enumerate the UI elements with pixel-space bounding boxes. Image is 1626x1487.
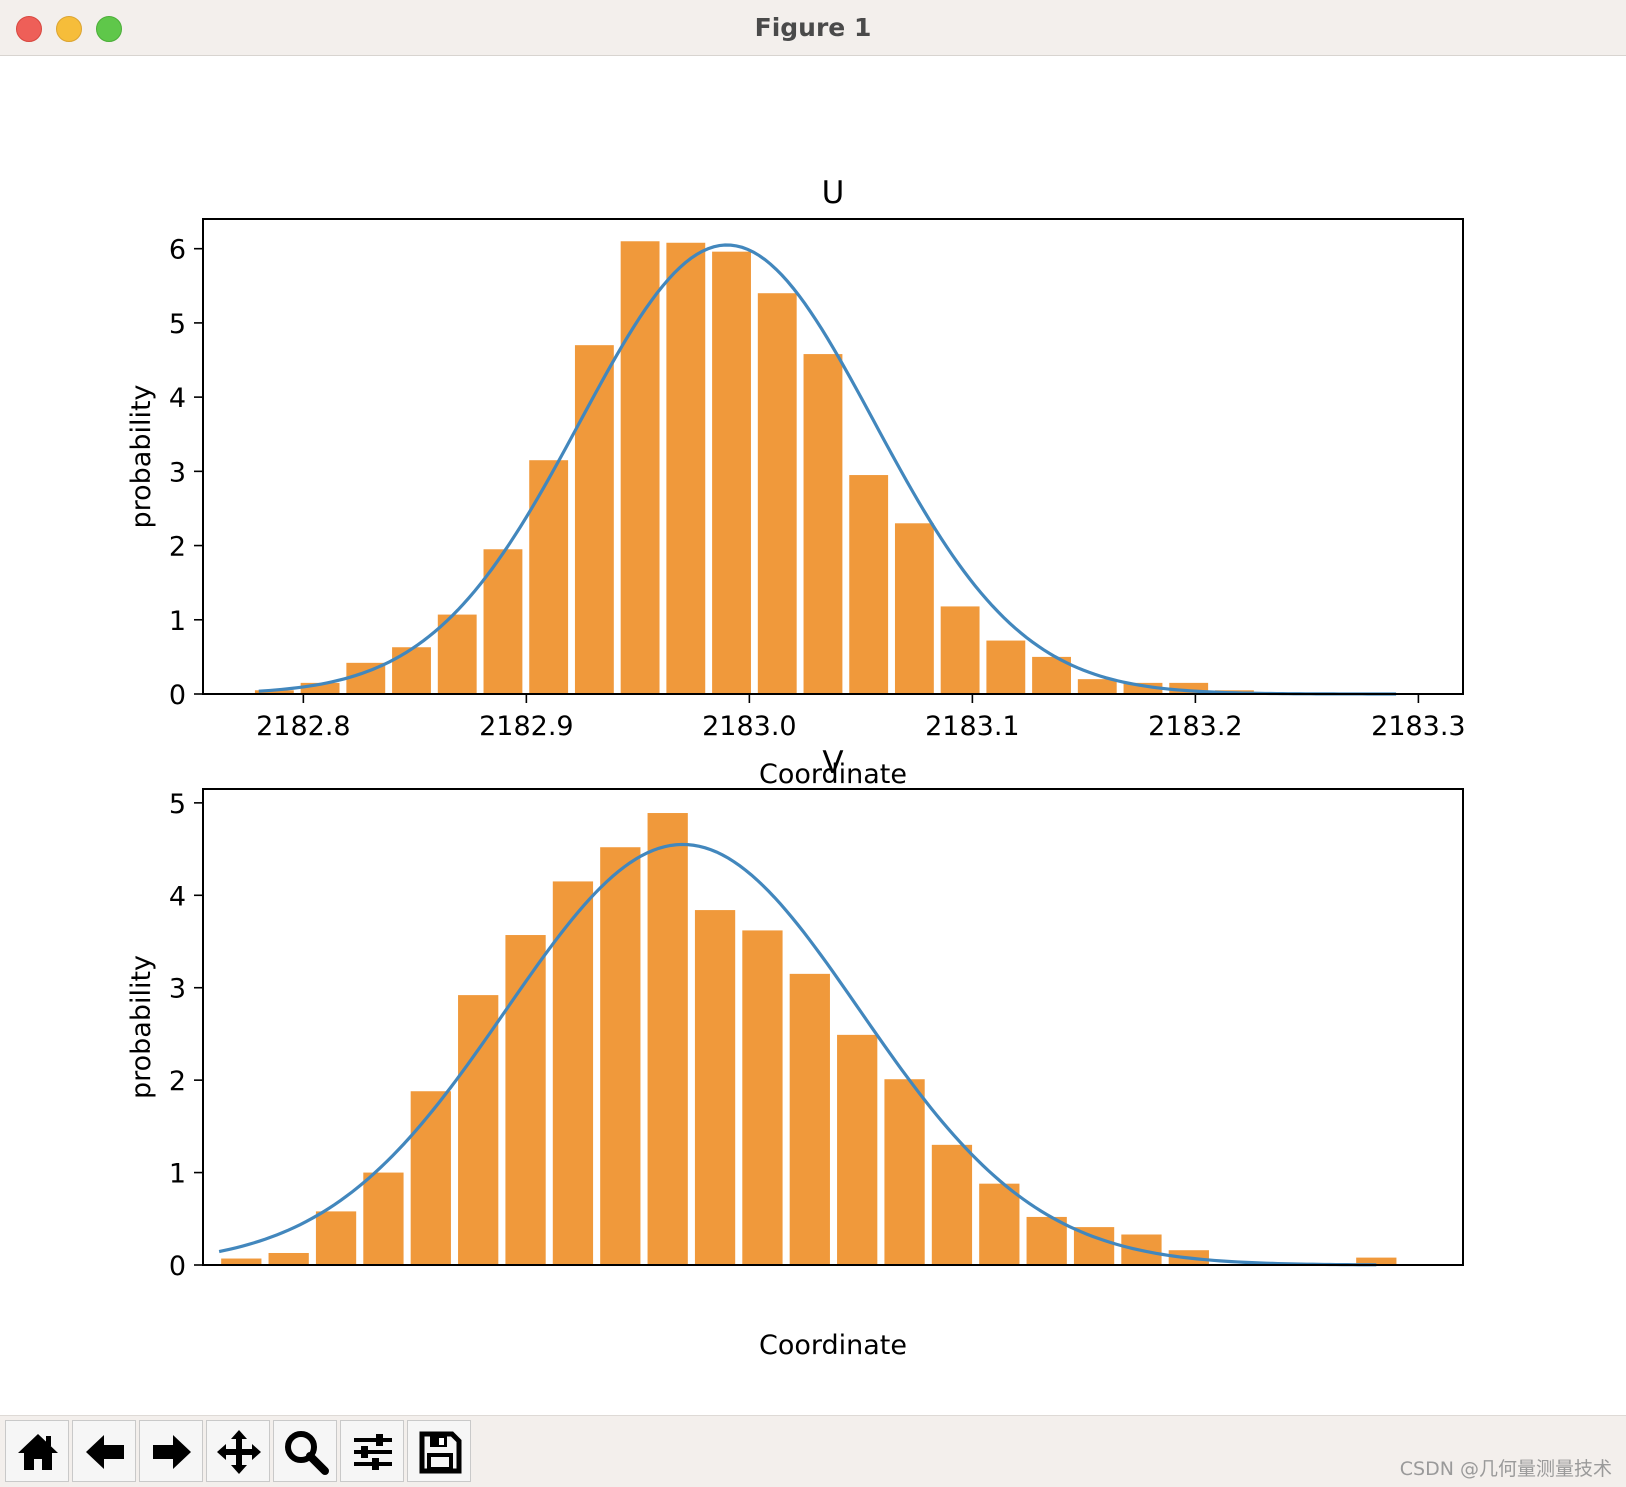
chart2-bar [552,881,594,1265]
home-button[interactable] [5,1420,69,1482]
chart1-x-tick-label: 2183.3 [1371,711,1465,742]
back-button[interactable] [72,1420,136,1482]
configure-subplots-button[interactable] [340,1420,404,1482]
chart1-axes-frame [202,218,1464,695]
minimize-window-button[interactable] [56,16,82,42]
chart1-bar [437,614,477,694]
watermark-text: CSDN @几何量测量技术 [1399,1458,1612,1480]
forward-button[interactable] [139,1420,203,1482]
chart1-x-tick-label: 2183.2 [1148,711,1242,742]
chart2-bar [837,1034,878,1265]
chart1-bar [1077,679,1117,694]
chart2-y-tick-label: 5 [169,789,186,820]
chart2-title: V [822,745,843,781]
pan-icon [217,1430,261,1474]
chart1-bar [712,251,751,694]
chart1-y-tick-label: 0 [169,680,186,711]
chart2-y-tick-label: 3 [169,974,186,1005]
chart1-bar [986,640,1026,694]
chart1-bar [392,647,431,694]
chart1-bar [894,523,934,694]
chart2-y-tick-label: 1 [169,1159,186,1190]
chart1-x-tick-label: 2183.1 [925,711,1019,742]
chart1-title: U [822,175,845,211]
chart1-fit-curve [258,243,1397,696]
chart2-bar [742,930,783,1265]
chart2-bar [694,910,736,1265]
chart2-bar [315,1211,357,1265]
chart2-y-tick-label: 2 [169,1066,186,1097]
chart1-y-tick-label: 2 [169,532,186,563]
chart2-bar [268,1252,309,1265]
chart2-bar [931,1144,973,1265]
pan-button[interactable] [206,1420,270,1482]
save-icon [419,1431,462,1474]
chart1-bar [757,293,797,694]
chart2-x-axis-label: Coordinate [759,1330,907,1361]
chart1-bar [1123,682,1163,694]
chart1-bar [529,460,569,694]
configure-subplots-icon [354,1434,392,1470]
chart1-bar [849,475,889,694]
zoom-icon [285,1431,329,1475]
window-titlebar: Figure 1 [0,0,1626,56]
chart1-y-tick-label: 1 [169,606,186,637]
chart1-bar [803,354,843,694]
home-icon [18,1434,58,1470]
chart1-y-tick-label: 5 [169,309,186,340]
navigation-toolbar: CSDN @几何量测量技术 [0,1415,1626,1487]
chart2-bar [789,973,830,1265]
figure-svg: 2182.8 2182.9 2183.0 2183.1 2183.2 2183.3 0 1 2 3… [126,175,1466,1361]
chart2-bar [458,995,499,1265]
chart2-bar [221,1258,262,1265]
zoom-button[interactable] [273,1420,337,1482]
chart1-y-tick-label: 3 [169,457,186,488]
chart1-y-tick-label: 6 [169,235,186,266]
back-arrow-icon [86,1435,124,1469]
chart1-x-tick-label: 2182.8 [256,711,350,742]
chart1-bar [574,345,614,694]
chart1-y-tick-label: 4 [169,383,186,414]
close-window-button[interactable] [16,16,42,42]
window-title: Figure 1 [754,13,872,42]
chart2-bar [363,1172,404,1265]
forward-arrow-icon [153,1435,191,1469]
chart2-bar [1356,1257,1397,1265]
chart1-bar [254,690,294,694]
chart1-bar [940,606,980,694]
chart1-bar [620,241,660,694]
chart1-bar [300,682,340,694]
chart2-bar [505,935,546,1265]
chart2-y-tick-label: 0 [169,1251,186,1282]
chart2-axes-frame [202,788,1464,1266]
chart2-bar [979,1183,1020,1265]
chart1-y-axis-label: probability [126,384,157,528]
chart1-bar [666,242,706,694]
chart2-bar [600,847,641,1265]
chart2-bar [1026,1216,1067,1265]
chart2-bar [1073,1227,1115,1265]
chart1-x-tick-label: 2182.9 [479,711,573,742]
chart2-y-axis-label: probability [126,955,157,1099]
chart2-bar [884,1079,925,1265]
chart2-bar [410,1091,451,1265]
chart2-fit-curve [218,842,1377,1267]
maximize-window-button[interactable] [96,16,122,42]
figure-canvas[interactable]: 2182.8 2182.9 2183.0 2183.1 2183.2 2183.3 0 1 2 3… [0,56,1626,1415]
chart2-bar [647,813,688,1265]
save-button[interactable] [407,1420,471,1482]
chart1-bar [1169,682,1209,694]
chart1-x-axis-label: Coordinate [759,759,907,790]
chart1-x-tick-label: 2183.0 [702,711,796,742]
chart2-y-tick-label: 4 [169,881,186,912]
